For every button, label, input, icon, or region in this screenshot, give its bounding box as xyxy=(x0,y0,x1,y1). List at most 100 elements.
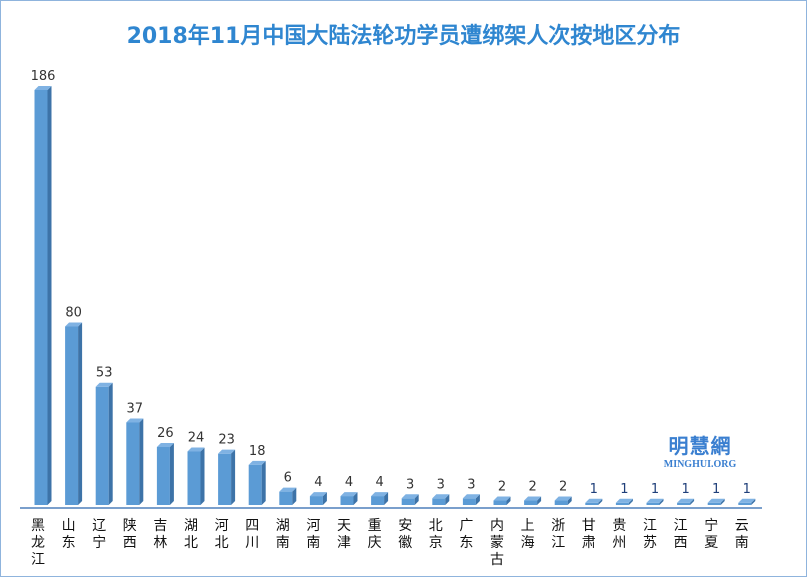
category-label: 肃 xyxy=(582,535,596,551)
data-label: 2 xyxy=(498,480,506,495)
bar-top xyxy=(187,447,205,452)
category-label: 吉 xyxy=(153,518,167,534)
bar-top xyxy=(34,86,52,90)
bar-side xyxy=(261,460,266,505)
bar-top xyxy=(462,494,480,499)
bar-side xyxy=(353,492,358,505)
category-label: 云 xyxy=(735,518,749,534)
bar-top xyxy=(524,496,542,501)
bar-top xyxy=(95,382,113,387)
category-label: 川 xyxy=(245,535,259,551)
bar xyxy=(218,453,232,505)
category-label: 上 xyxy=(521,518,535,534)
category-label: 浙 xyxy=(551,518,565,534)
bar xyxy=(432,498,446,505)
category-label: 黑 xyxy=(31,518,45,534)
bar-side xyxy=(322,492,327,505)
category-label: 海 xyxy=(521,535,535,551)
bar-side xyxy=(231,449,236,505)
data-label: 2 xyxy=(528,480,536,495)
data-label: 6 xyxy=(284,471,292,486)
category-label: 江 xyxy=(643,518,657,534)
data-label: 37 xyxy=(127,401,144,416)
data-label: 4 xyxy=(345,475,353,490)
data-label: 4 xyxy=(314,475,322,490)
category-label: 河 xyxy=(306,518,320,534)
bar-top xyxy=(615,498,633,503)
bar xyxy=(524,500,538,505)
bar-side xyxy=(506,496,511,505)
data-label: 26 xyxy=(157,426,174,441)
data-label: 1 xyxy=(620,482,628,497)
bar xyxy=(371,496,385,505)
data-label: 2 xyxy=(559,480,567,495)
logo-cn: 明慧網 xyxy=(668,434,732,458)
bar-top xyxy=(738,498,756,503)
category-label: 古 xyxy=(490,552,504,568)
bar xyxy=(646,502,660,505)
category-label: 林 xyxy=(153,535,167,551)
bar xyxy=(340,496,354,505)
chart-title: 2018年11月中国大陆法轮功学员遭绑架人次按地区分布 xyxy=(126,24,681,49)
bar-top xyxy=(126,418,144,423)
data-label: 18 xyxy=(249,444,266,459)
category-label: 甘 xyxy=(582,518,596,534)
bar-side xyxy=(169,442,174,505)
category-label: 北 xyxy=(215,535,229,551)
bar-top xyxy=(218,449,236,454)
bar-side xyxy=(751,498,756,505)
bar-top xyxy=(156,442,174,447)
bar-top xyxy=(493,496,511,501)
category-label: 湖 xyxy=(184,518,198,534)
category-label: 南 xyxy=(276,535,290,551)
category-label: 京 xyxy=(429,535,443,551)
category-label: 夏 xyxy=(704,535,718,551)
bar xyxy=(34,90,48,505)
bar xyxy=(738,502,752,505)
bar-top xyxy=(371,492,389,497)
category-label: 河 xyxy=(215,518,229,534)
category-label: 徽 xyxy=(398,535,412,551)
bar-top xyxy=(279,487,297,492)
bar-top xyxy=(646,498,664,503)
category-label: 宁 xyxy=(92,534,106,551)
category-label: 南 xyxy=(306,535,320,551)
bar-side xyxy=(414,494,419,505)
bar xyxy=(707,502,721,505)
data-label: 80 xyxy=(65,306,82,321)
category-label: 辽 xyxy=(92,518,106,534)
bar-top xyxy=(401,494,419,499)
bar-top xyxy=(340,492,358,497)
category-label: 重 xyxy=(368,518,382,534)
category-label: 广 xyxy=(459,518,473,534)
data-label: 4 xyxy=(375,475,383,490)
bar-side xyxy=(78,322,83,505)
bar-top xyxy=(707,498,725,503)
bar-side xyxy=(200,447,205,505)
bar-side xyxy=(139,418,144,505)
category-label: 州 xyxy=(612,535,626,551)
bar-top xyxy=(65,322,83,327)
category-label: 江 xyxy=(674,518,688,534)
bar xyxy=(248,464,262,505)
bar-side xyxy=(659,498,664,505)
bar-side xyxy=(475,494,480,505)
bar-top xyxy=(309,492,327,497)
category-label: 湖 xyxy=(276,518,290,534)
bar xyxy=(554,500,568,505)
category-label: 四 xyxy=(245,518,259,534)
bar xyxy=(65,326,79,505)
bar-side xyxy=(628,498,633,505)
bar xyxy=(187,451,201,505)
category-label: 苏 xyxy=(643,535,657,551)
bar-side xyxy=(108,382,113,505)
data-label: 24 xyxy=(188,430,205,445)
data-label: 1 xyxy=(681,482,689,497)
category-label: 津 xyxy=(337,535,351,551)
bar-side xyxy=(537,496,542,505)
data-label: 186 xyxy=(31,69,56,84)
bar-top xyxy=(554,496,572,501)
category-label: 山 xyxy=(62,518,76,534)
category-label: 东 xyxy=(459,535,473,551)
